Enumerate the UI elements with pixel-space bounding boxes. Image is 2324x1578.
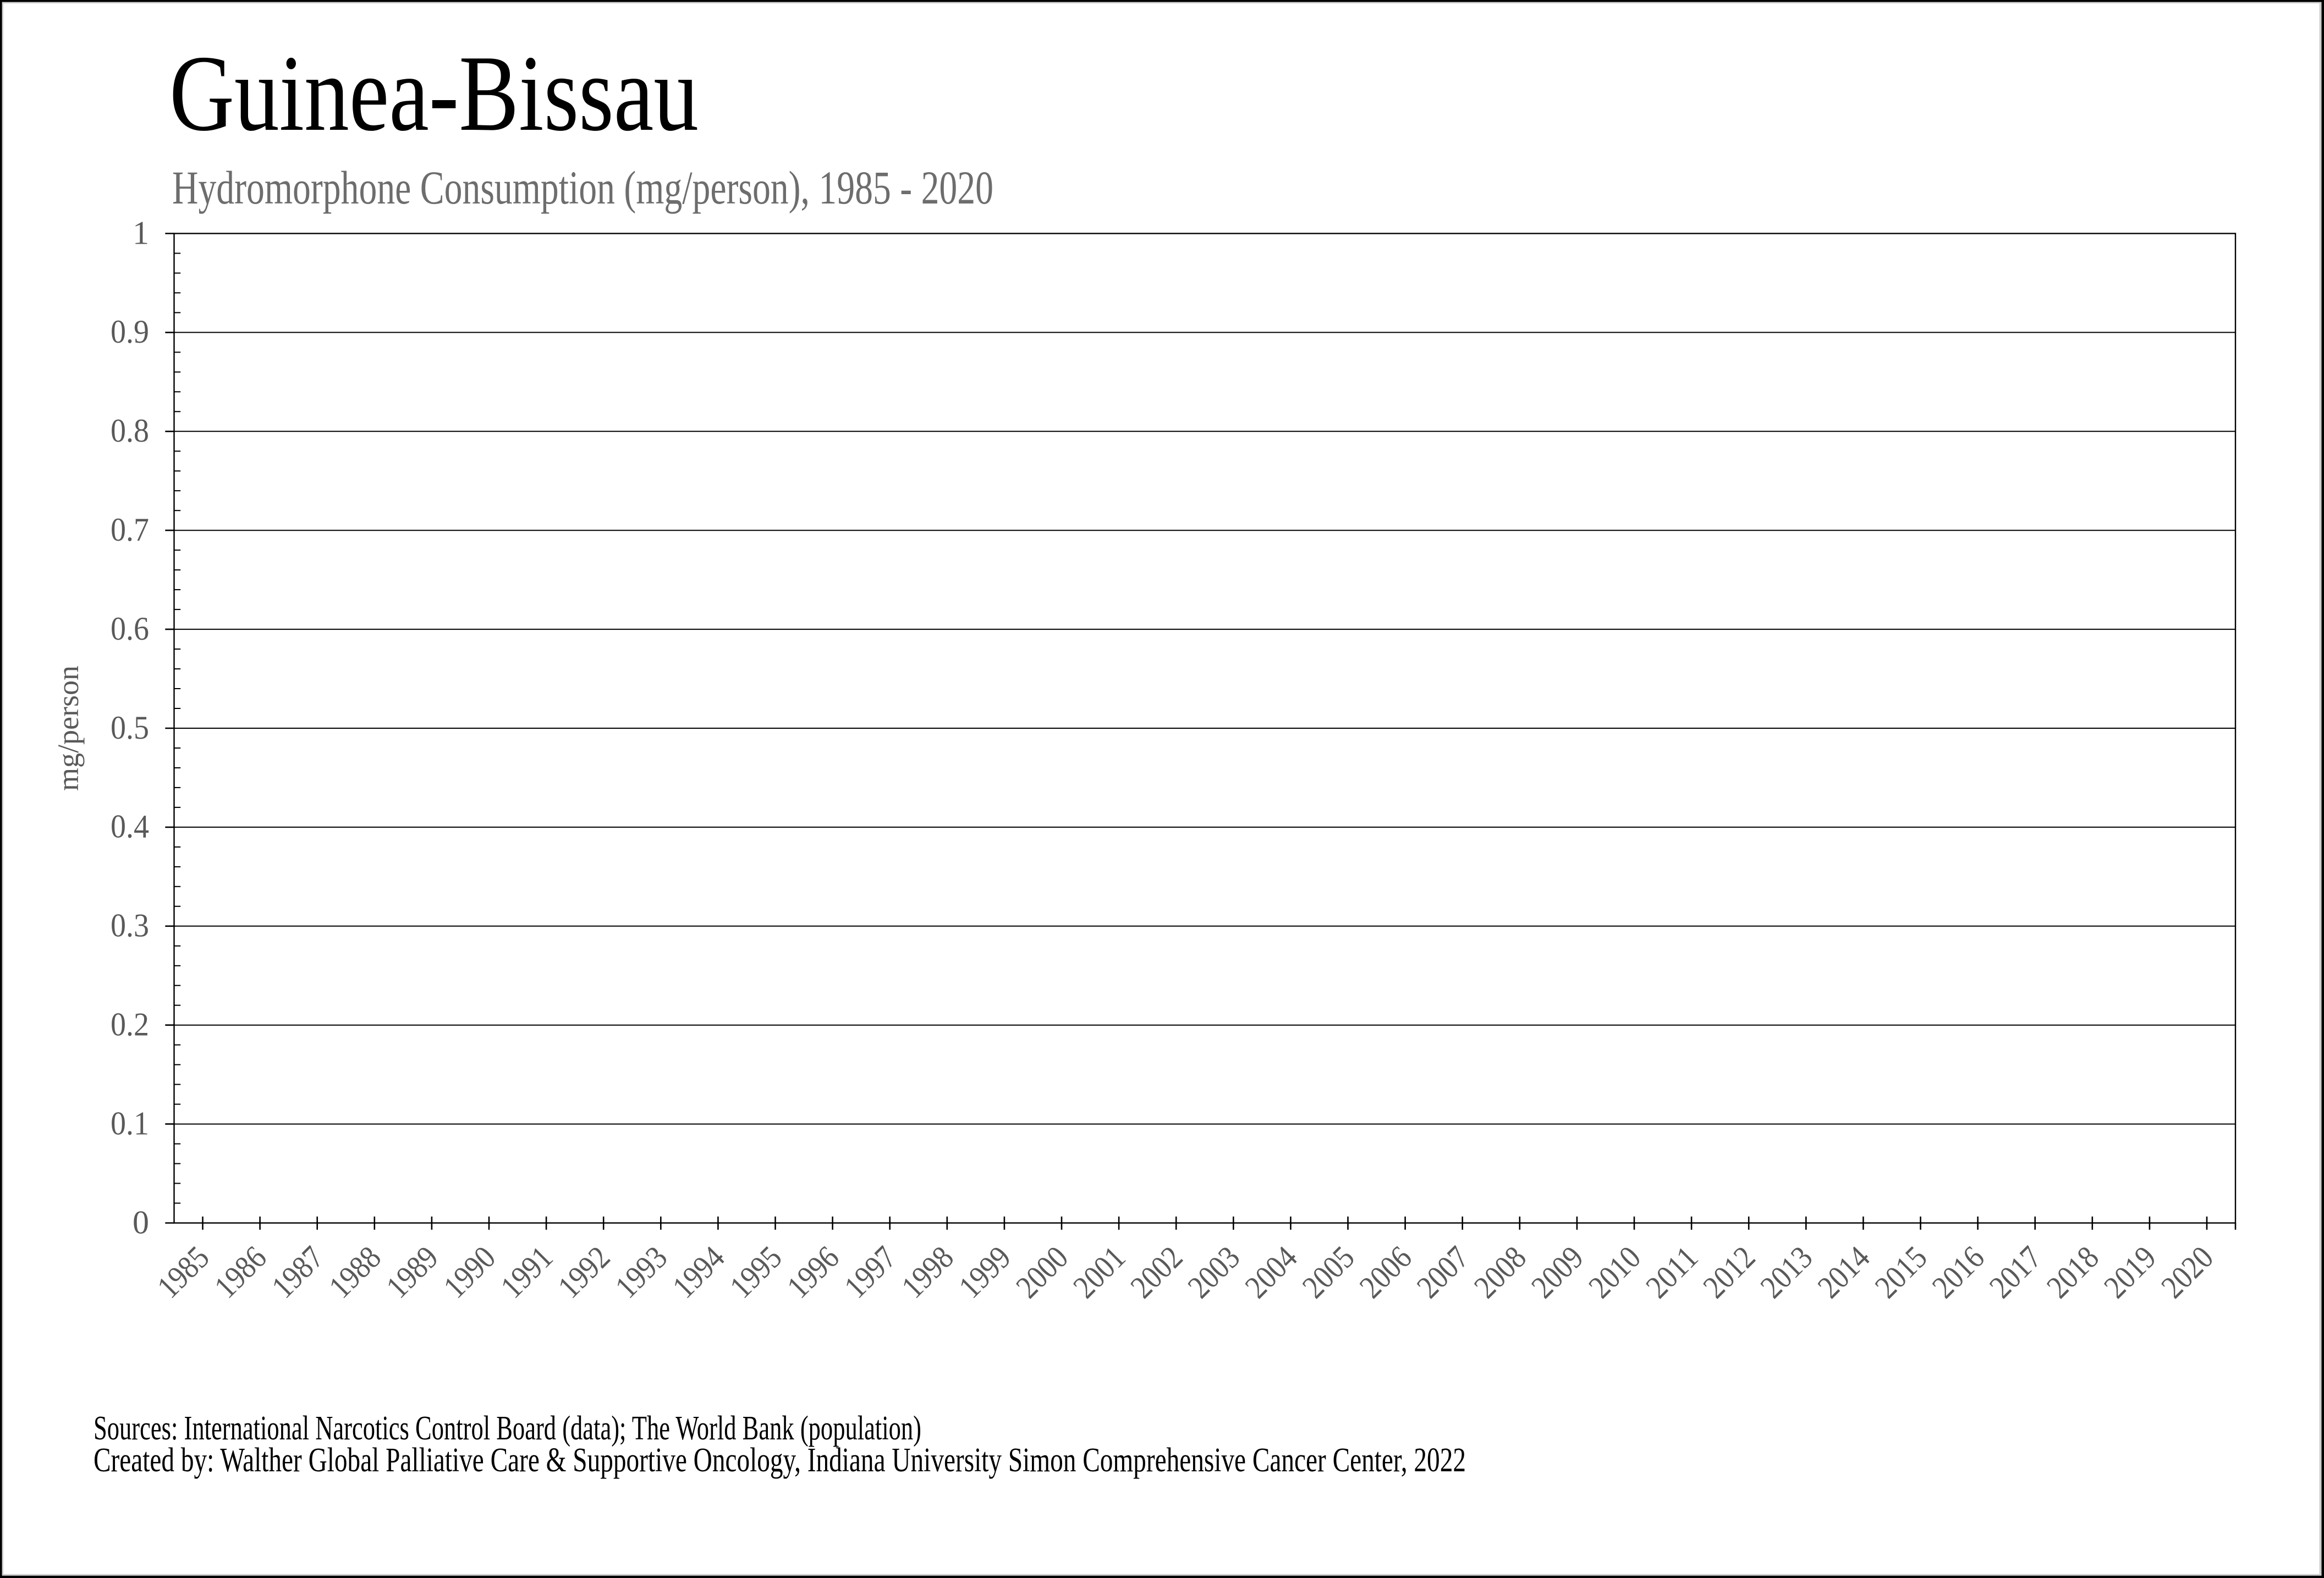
svg-text:0.5: 0.5 (111, 710, 149, 746)
svg-text:1: 1 (133, 215, 149, 251)
svg-text:Hydromorphone Consumption (mg/: Hydromorphone Consumption (mg/person), 1… (172, 161, 993, 214)
svg-text:0.1: 0.1 (111, 1105, 149, 1141)
svg-text:0.6: 0.6 (111, 611, 149, 647)
svg-text:Created by: Walther Global Pal: Created by: Walther Global Palliative Ca… (94, 1442, 1466, 1479)
svg-text:0.3: 0.3 (111, 908, 149, 944)
svg-text:Guinea-Bissau: Guinea-Bissau (169, 33, 699, 153)
svg-text:0.9: 0.9 (111, 314, 149, 350)
svg-text:0: 0 (133, 1204, 149, 1240)
svg-text:0.2: 0.2 (111, 1007, 149, 1043)
svg-text:0.4: 0.4 (111, 809, 149, 845)
svg-text:0.8: 0.8 (111, 413, 149, 449)
svg-text:0.7: 0.7 (111, 512, 149, 548)
svg-text:mg/person: mg/person (52, 666, 85, 791)
svg-text:Sources: International Narcoti: Sources: International Narcotics Control… (94, 1410, 921, 1447)
